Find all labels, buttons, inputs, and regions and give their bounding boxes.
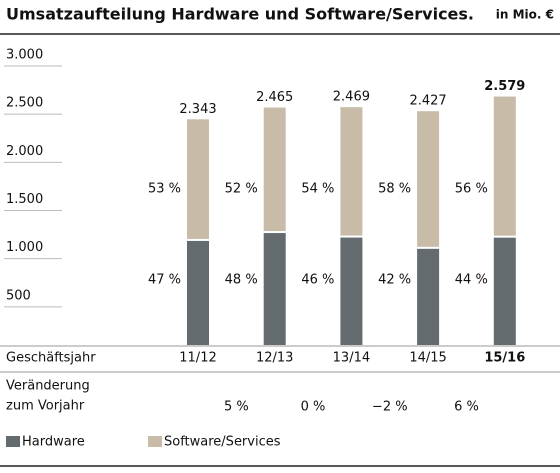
- total-label: 2.427: [409, 94, 446, 109]
- share-label: 47 %: [148, 273, 181, 288]
- y-tick-label: 500: [6, 288, 31, 303]
- x-tick-label: 15/16: [484, 351, 525, 366]
- bar-segment: [493, 237, 516, 345]
- y-tick-label: 1.500: [6, 192, 43, 207]
- share-label: 56 %: [455, 182, 488, 197]
- share-label: 42 %: [378, 273, 411, 288]
- share-label: 58 %: [378, 182, 411, 197]
- legend-label: Software/Services: [164, 435, 281, 450]
- change-title: zum Vorjahr: [6, 399, 85, 414]
- bar-segment: [493, 96, 516, 236]
- share-label: 46 %: [301, 273, 334, 288]
- bar-segment: [417, 111, 440, 247]
- total-label: 2.465: [256, 90, 293, 105]
- change-label: 0 %: [301, 400, 326, 415]
- bar-segment: [340, 107, 363, 236]
- share-label: 48 %: [225, 273, 258, 288]
- total-label: 2.343: [179, 102, 216, 117]
- bar-segment: [340, 237, 363, 345]
- share-label: 44 %: [455, 273, 488, 288]
- legend-label: Hardware: [22, 435, 85, 450]
- change-label: 6 %: [454, 400, 479, 415]
- total-label: 2.579: [484, 79, 525, 94]
- change-label: −2 %: [372, 400, 408, 415]
- x-tick-label: 11/12: [179, 351, 216, 366]
- bar-segment: [187, 119, 209, 239]
- bar-segment: [187, 240, 209, 345]
- chart-title: Umsatzaufteilung Hardware und Software/S…: [6, 5, 474, 24]
- x-tick-label: 14/15: [409, 351, 446, 366]
- bar-segment: [417, 248, 440, 345]
- bar-segment: [263, 233, 286, 345]
- y-tick-label: 2.000: [6, 144, 43, 159]
- share-label: 52 %: [225, 182, 258, 197]
- bar-segment: [263, 107, 286, 232]
- y-tick-label: 1.000: [6, 240, 43, 255]
- total-label: 2.469: [333, 90, 370, 105]
- unit-label: in Mio. €: [496, 8, 554, 22]
- change-label: 5 %: [224, 400, 249, 415]
- legend-swatch: [148, 436, 162, 447]
- share-label: 53 %: [148, 182, 181, 197]
- change-title: Veränderung: [6, 379, 90, 394]
- share-label: 54 %: [301, 182, 334, 197]
- x-tick-label: 12/13: [256, 351, 293, 366]
- x-tick-label: 13/14: [333, 351, 370, 366]
- legend-swatch: [6, 436, 20, 447]
- y-tick-label: 3.000: [6, 48, 43, 63]
- x-axis-label: Geschäftsjahr: [6, 351, 96, 366]
- y-tick-label: 2.500: [6, 96, 43, 111]
